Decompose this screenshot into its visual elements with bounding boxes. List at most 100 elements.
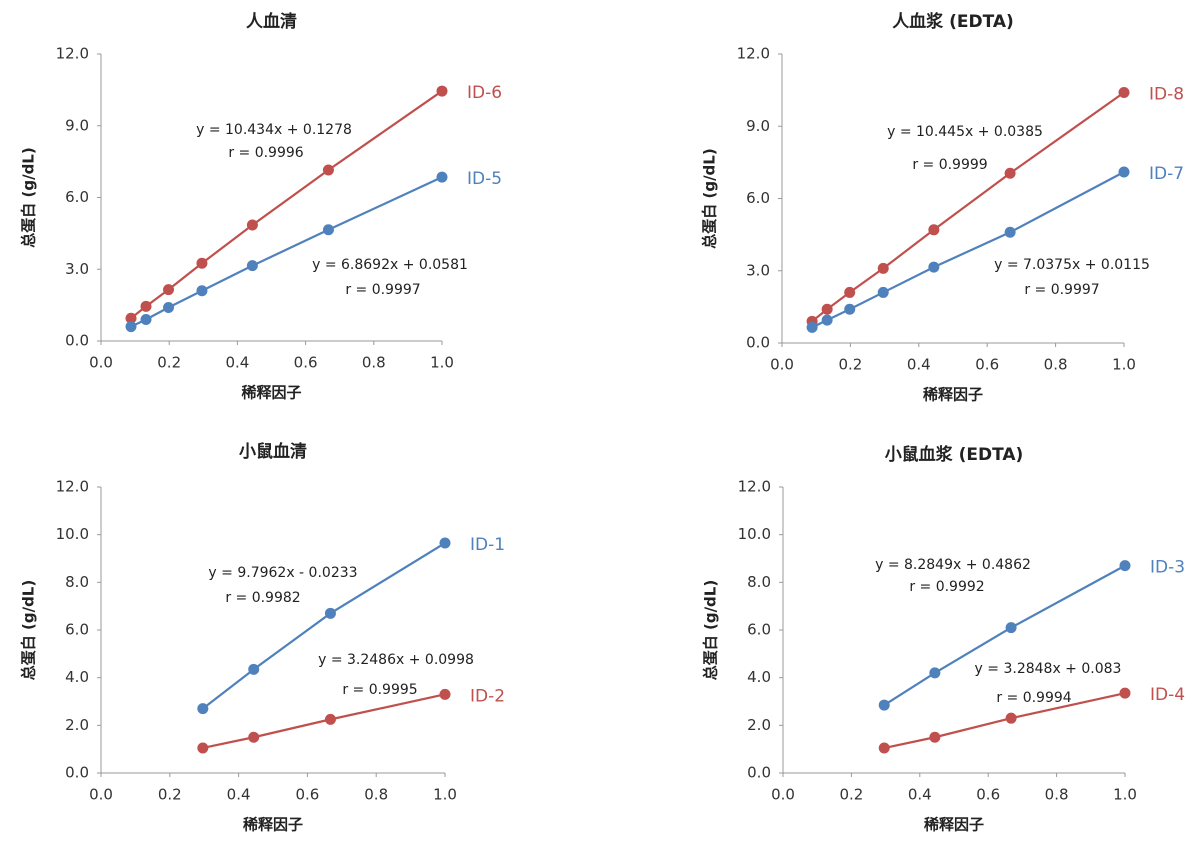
data-point [929,731,941,743]
r-value: r = 0.9997 [1024,282,1099,298]
y-tick-label: 6.0 [747,621,771,639]
equation: y = 6.8692x + 0.0581 [312,257,468,273]
equation: y = 10.434x + 0.1278 [196,122,352,138]
data-point [248,731,260,743]
y-tick-label: 0.0 [746,334,770,352]
chart: 小鼠血浆 (EDTA) 0.0 2.0 4.0 6.0 8.0 10.0 12.0 0.0 0.2… [702,444,1186,834]
y-tick-label: 9.0 [65,116,89,134]
data-point [1004,226,1016,238]
chart-title: 人血清 [246,11,297,32]
x-tick-label: 0.2 [158,786,182,804]
equation: y = 9.7962x - 0.0233 [208,565,357,581]
r-value: r = 0.9996 [228,145,303,161]
chart-title: 小鼠血浆 (EDTA) [885,444,1024,465]
legend-label: ID-4 [1150,685,1185,705]
x-tick-label: 0.4 [227,786,251,804]
x-tick-label: 0.4 [908,786,932,804]
data-point [197,742,209,754]
trend-line [811,171,1125,329]
equation: y = 7.0375x + 0.0115 [994,257,1150,273]
x-axis-label: 稀释因子 [241,384,301,402]
chart-title: 小鼠血清 [239,441,307,462]
y-axis-label: 总蛋白 (g/dL) [20,580,38,680]
equation: y = 10.445x + 0.0385 [887,124,1043,140]
x-axis-label: 稀释因子 [243,816,303,834]
data-point [1005,712,1017,724]
data-point [929,667,941,679]
data-point [1119,687,1131,699]
r-value: r = 0.9997 [345,282,420,298]
y-tick-label: 4.0 [65,668,89,686]
data-point [197,703,209,715]
data-point [436,171,448,183]
chart: 人血清 0.0 3.0 6.0 9.0 12.0 0.0 0.2 0.4 0.6 0.8 1.0 稀释因… [20,11,503,402]
data-point [1005,622,1017,634]
x-tick-label: 0.6 [975,356,999,374]
data-point [844,286,856,298]
data-point [196,257,208,269]
legend-label: ID-2 [470,686,505,706]
r-value: r = 0.9994 [996,690,1071,706]
r-value: r = 0.9995 [342,682,417,698]
data-point [196,285,208,297]
r-value: r = 0.9999 [912,157,987,173]
data-point [877,262,889,274]
x-tick-label: 0.6 [294,354,318,372]
x-tick-label: 0.8 [1045,786,1069,804]
data-point [246,219,258,231]
y-tick-label: 0.0 [65,332,89,350]
y-tick-label: 0.0 [747,764,771,782]
data-point [806,321,818,333]
data-point [324,607,336,619]
x-tick-label: 0.4 [225,354,249,372]
data-point [163,284,175,296]
x-tick-label: 0.0 [771,786,795,804]
data-point [878,699,890,711]
x-tick-label: 0.6 [976,786,1000,804]
data-point [125,321,137,333]
data-point [140,313,152,325]
x-tick-label: 0.2 [157,354,181,372]
y-tick-label: 12.0 [737,45,770,63]
legend-label: ID-1 [470,535,505,555]
y-tick-label: 4.0 [747,668,771,686]
data-point [322,164,334,176]
x-tick-label: 1.0 [1112,356,1136,374]
x-tick-label: 0.4 [907,356,931,374]
y-tick-label: 6.0 [65,621,89,639]
x-tick-label: 1.0 [430,354,454,372]
y-tick-label: 3.0 [746,261,770,279]
x-tick-label: 1.0 [1113,786,1137,804]
data-point [878,742,890,754]
data-point [821,314,833,326]
data-point [125,312,137,324]
x-tick-label: 0.8 [364,786,388,804]
x-axis-label: 稀释因子 [923,386,983,404]
x-tick-label: 0.2 [838,356,862,374]
x-tick-label: 0.0 [770,356,794,374]
data-point [1118,166,1130,178]
y-tick-label: 8.0 [65,573,89,591]
trend-line [202,693,446,750]
y-tick-label: 3.0 [65,260,89,278]
y-axis-label: 总蛋白 (g/dL) [702,580,720,680]
legend-label: ID-3 [1150,558,1185,578]
chart: 小鼠血清 0.0 2.0 4.0 6.0 8.0 10.0 12.0 0.0 0.2 0.4 0.6 0… [20,441,506,834]
data-point [877,286,889,298]
legend-label: ID-5 [467,169,502,189]
data-point [821,303,833,315]
chart-title: 人血浆 (EDTA) [892,11,1014,32]
y-axis-label: 总蛋白 (g/dL) [20,147,38,247]
data-point [844,303,856,315]
r-value: r = 0.9982 [225,590,300,606]
y-tick-label: 2.0 [65,716,89,734]
equation: y = 3.2848x + 0.083 [975,661,1122,677]
data-point [163,302,175,314]
data-point [439,537,451,549]
x-tick-label: 0.8 [1044,356,1068,374]
y-tick-label: 10.0 [738,525,771,543]
trend-line [884,692,1126,750]
x-tick-label: 0.8 [362,354,386,372]
legend-label: ID-7 [1149,164,1184,184]
data-point [248,663,260,675]
